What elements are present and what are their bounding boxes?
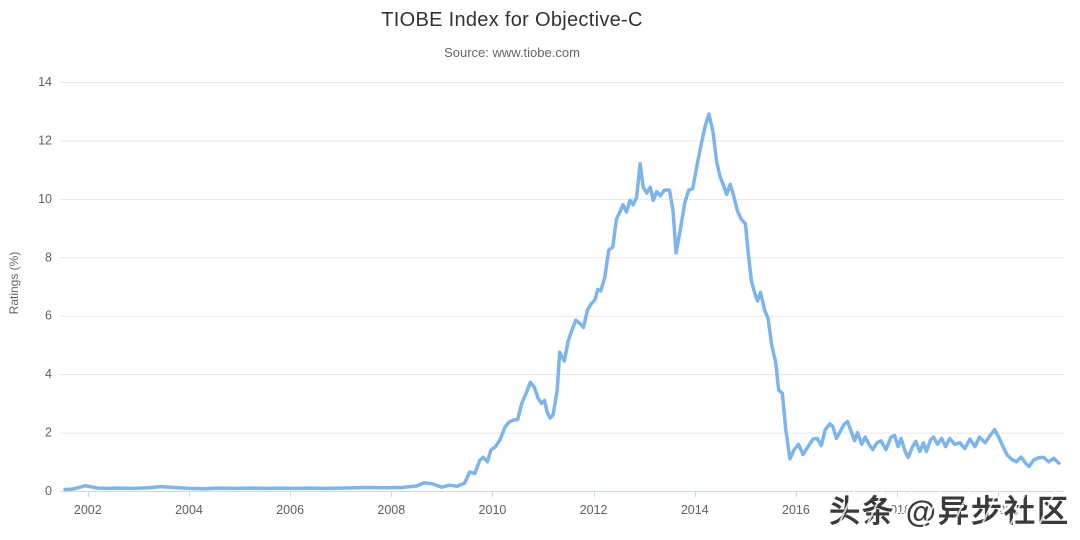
y-tick-label: 2 — [45, 426, 52, 440]
y-tick-label: 12 — [38, 133, 52, 147]
y-axis-title: Ratings (%) — [7, 251, 21, 315]
x-tick-label: 2004 — [175, 503, 203, 517]
chart-subtitle: Source: www.tiobe.com — [444, 45, 580, 60]
y-tick-label: 14 — [38, 75, 52, 89]
y-tick-label: 8 — [45, 250, 52, 264]
x-tick-label: 2002 — [74, 503, 102, 517]
x-tick-label: 2006 — [276, 503, 304, 517]
y-tick-label: 10 — [38, 192, 52, 206]
x-tick-label: 2012 — [580, 503, 608, 517]
y-tick-label: 4 — [45, 367, 52, 381]
watermark-text: 头条 @异步社区 — [829, 486, 1070, 531]
x-tick-label: 2016 — [782, 503, 810, 517]
series-line-objective-c — [63, 112, 1061, 492]
x-tick-label: 2010 — [479, 503, 507, 517]
y-tick-label: 6 — [45, 309, 52, 323]
y-tick-label: 0 — [45, 484, 52, 498]
x-tick-label: 2008 — [377, 503, 405, 517]
x-tick-label: 2014 — [681, 503, 709, 517]
chart-title: TIOBE Index for Objective-C — [381, 9, 643, 31]
